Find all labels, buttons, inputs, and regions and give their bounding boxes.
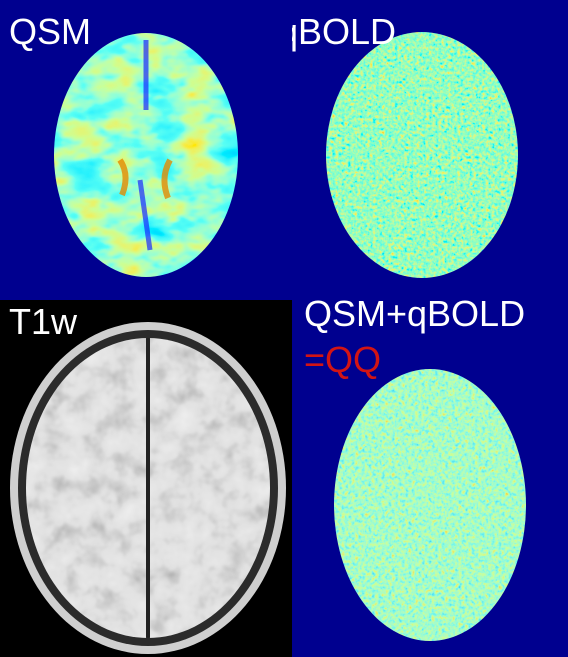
qbold-label: qBOLD: [292, 11, 397, 52]
qq-panel: QSM+qBOLD =QQ: [292, 300, 568, 657]
t1w-label: T1w: [9, 301, 78, 342]
qbold-panel: qBOLD: [292, 0, 568, 300]
qq-label: QSM+qBOLD: [304, 300, 526, 334]
t1w-brain-image: [10, 322, 286, 654]
qq-brain-map: [334, 369, 526, 641]
qsm-brain-map: [54, 33, 238, 277]
qsm-label: QSM: [9, 11, 92, 52]
qq-sublabel: =QQ: [304, 339, 382, 380]
qsm-panel: QSM: [0, 0, 292, 300]
qbold-brain-map: [326, 32, 518, 278]
t1w-panel: T1w: [0, 300, 292, 657]
